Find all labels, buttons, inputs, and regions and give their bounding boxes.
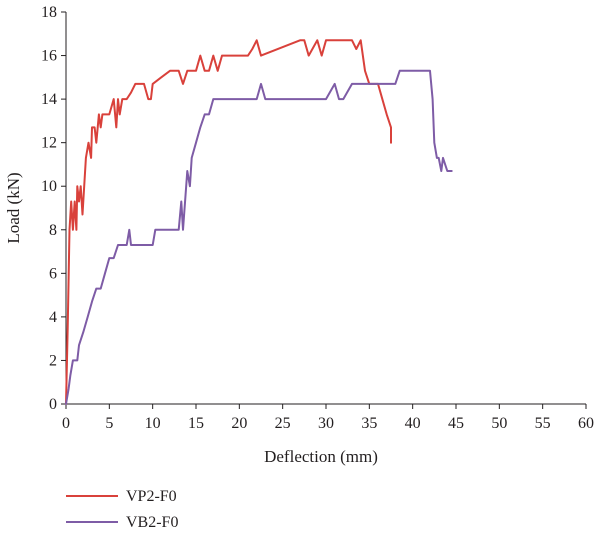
y-tick-label: 10 [41, 178, 57, 195]
y-tick-label: 8 [49, 222, 57, 239]
legend: VP2-F0 VB2-F0 [66, 488, 178, 531]
series-line-vp2-f0 [65, 39, 392, 405]
y-tick-label: 16 [41, 48, 57, 65]
x-axis-ticks: 0 5 10 15 20 25 30 35 40 45 50 55 60 [62, 404, 594, 432]
y-tick-label: 14 [41, 91, 57, 108]
legend-label: VP2-F0 [126, 488, 177, 505]
y-axis-title: Load (kN) [4, 172, 23, 243]
series-group [65, 39, 453, 405]
y-tick-label: 12 [41, 135, 57, 152]
x-tick-label: 25 [275, 415, 291, 432]
y-tick-label: 18 [41, 4, 57, 21]
x-axis-title: Deflection (mm) [264, 447, 378, 466]
legend-label: VB2-F0 [126, 514, 178, 531]
x-tick-label: 0 [62, 415, 70, 432]
x-tick-label: 30 [318, 415, 334, 432]
x-tick-label: 45 [448, 415, 464, 432]
x-tick-label: 20 [231, 415, 247, 432]
y-tick-label: 0 [49, 396, 57, 413]
x-tick-label: 5 [105, 415, 113, 432]
x-tick-label: 40 [405, 415, 421, 432]
y-tick-label: 6 [49, 265, 57, 282]
x-tick-label: 50 [491, 415, 507, 432]
x-tick-label: 10 [145, 415, 161, 432]
x-tick-label: 60 [578, 415, 594, 432]
x-tick-label: 55 [535, 415, 551, 432]
y-axis-ticks: 0 2 4 6 8 10 12 14 16 18 [41, 4, 66, 413]
x-tick-label: 15 [188, 415, 204, 432]
y-tick-label: 4 [49, 309, 57, 326]
series-line-vb2-f0 [65, 69, 453, 405]
y-tick-label: 2 [49, 352, 57, 369]
x-tick-label: 35 [361, 415, 377, 432]
